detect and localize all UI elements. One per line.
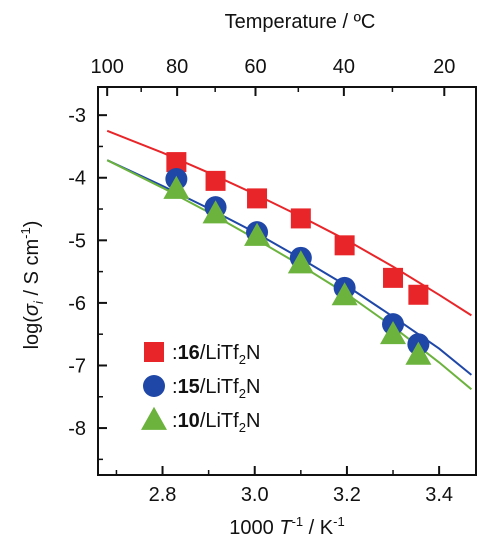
legend-label-part: : [172, 376, 178, 398]
legend-label-10: :10/LiTf2N [172, 410, 260, 435]
legend-label-15: :15/LiTf2N [172, 376, 260, 401]
legend-marker-15 [143, 375, 165, 397]
data-point-10 [163, 175, 190, 199]
legend-label-part: 16 [178, 342, 200, 364]
legend-label-part: /LiTf [200, 376, 239, 398]
data-point-10 [287, 250, 314, 274]
legend-label-part: 10 [178, 410, 200, 432]
x-tick-label: 3.4 [425, 484, 453, 506]
data-point-16 [166, 152, 187, 173]
y-axis-label: log(σi / S cm-1) [18, 221, 46, 350]
legend-label-part: N [246, 376, 260, 398]
x-axis-label-1000: 1000 [229, 517, 279, 539]
data-point-16 [247, 188, 268, 209]
x-tick-label: 2.8 [149, 484, 177, 506]
top-tick-label: 40 [333, 56, 355, 78]
legend-label-part: N [246, 342, 260, 364]
legend-marker-10 [141, 406, 167, 430]
y-axis-label-sigma: σ [21, 303, 43, 316]
data-markers [163, 152, 432, 365]
x-axis-label-T: T [279, 517, 293, 539]
data-point-10 [202, 200, 229, 224]
legend-label-part: : [172, 410, 178, 432]
data-point-16 [383, 267, 404, 288]
plot-frame [97, 86, 477, 476]
y-axis-label-close: ) [21, 221, 43, 228]
data-point-10 [331, 282, 358, 306]
legend-label-part: N [246, 410, 260, 432]
x-tick-label: 3.0 [241, 484, 269, 506]
y-tick-label: -6 [68, 293, 86, 315]
top-axis-ticks: 100 80 60 40 20 [90, 56, 455, 96]
y-axis-ticks: -3 -4 -5 -6 -7 -8 [68, 105, 107, 461]
y-axis-label-sub: i [31, 300, 46, 304]
legend-label-part: 2 [239, 352, 246, 367]
top-axis-label: Temperature / ºC [225, 11, 376, 33]
legend-marker-16 [144, 342, 164, 362]
x-tick-label: 3.2 [333, 484, 361, 506]
data-point-16 [290, 208, 311, 229]
data-point-16 [205, 170, 226, 191]
top-tick-label: 60 [244, 56, 266, 78]
legend-label-16: :16/LiTf2N [172, 342, 260, 367]
data-point-16 [334, 235, 355, 256]
legend: :16/LiTf2N:15/LiTf2N:10/LiTf2N [141, 342, 260, 435]
data-point-10 [405, 341, 432, 365]
top-tick-label: 80 [166, 56, 188, 78]
x-axis-label-exp1: -1 [292, 514, 304, 529]
top-tick-label: 20 [433, 56, 455, 78]
data-point-16 [408, 284, 429, 305]
y-tick-label: -8 [68, 418, 86, 440]
legend-label-part: 15 [178, 376, 200, 398]
x-axis-ticks: 2.8 3.0 3.2 3.4 [115, 466, 453, 506]
legend-label-part: /LiTf [200, 410, 239, 432]
legend-label-part: 2 [239, 386, 246, 401]
x-axis-label-unit: / K [303, 517, 334, 539]
legend-label-part: : [172, 342, 178, 364]
data-point-10 [380, 320, 407, 345]
y-axis-label-log: log( [21, 316, 43, 350]
y-tick-label: -7 [68, 355, 86, 377]
y-tick-label: -3 [68, 105, 86, 127]
y-axis-label-unit: / S cm [21, 239, 43, 301]
x-axis-label-exp2: -1 [333, 514, 345, 529]
legend-label-part: /LiTf [200, 342, 239, 364]
x-axis-label: 1000 T-1 / K-1 [229, 514, 344, 539]
y-tick-label: -4 [68, 168, 86, 190]
y-tick-label: -5 [68, 230, 86, 252]
legend-label-part: 2 [239, 420, 246, 435]
data-point-10 [244, 222, 271, 246]
top-tick-label: 100 [90, 56, 123, 78]
y-axis-label-exp: -1 [18, 227, 33, 239]
